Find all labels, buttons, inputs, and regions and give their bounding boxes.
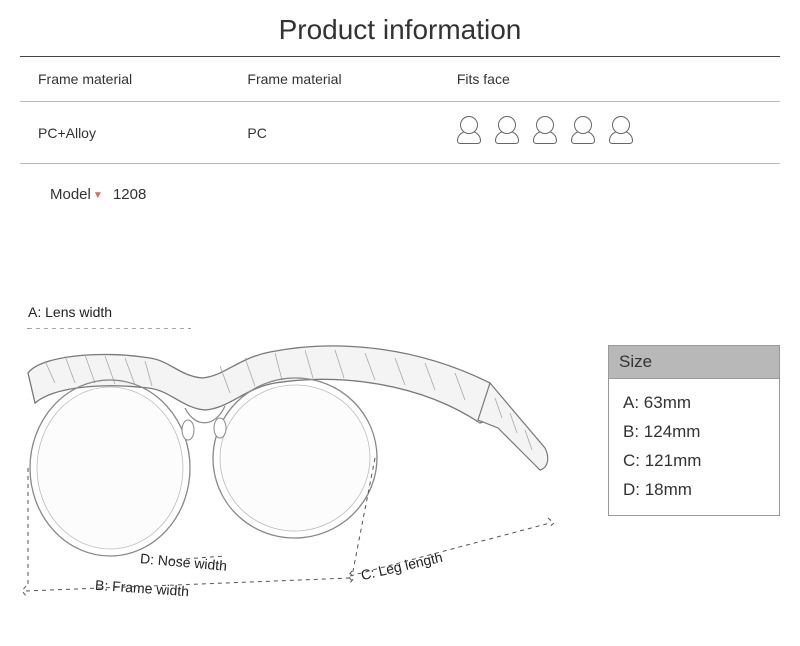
face-icon xyxy=(571,116,595,146)
col-header-2: Frame material xyxy=(229,57,438,102)
frame-material-2: PC xyxy=(229,102,438,164)
frame-material-1: PC+Alloy xyxy=(20,102,229,164)
face-icon xyxy=(609,116,633,146)
spec-table: Frame material Frame material Fits face … xyxy=(20,56,780,164)
face-icon xyxy=(457,116,481,146)
size-row-d: D: 18mm xyxy=(623,476,765,505)
label-lens-width: A: Lens width xyxy=(28,304,112,320)
page-title: Product information xyxy=(0,0,800,56)
size-box-header: Size xyxy=(609,346,779,379)
size-row-b: B: 124mm xyxy=(623,418,765,447)
face-icon xyxy=(533,116,557,146)
col-header-3: Fits face xyxy=(439,57,780,102)
fits-face-icons xyxy=(439,102,780,164)
model-value: 1208 xyxy=(113,186,146,203)
face-icon xyxy=(495,116,519,146)
glasses-illustration xyxy=(20,328,570,628)
size-row-c: C: 121mm xyxy=(623,447,765,476)
size-box: Size A: 63mm B: 124mm C: 121mm D: 18mm xyxy=(608,345,780,516)
col-header-1: Frame material xyxy=(20,57,229,102)
chevron-down-icon: ▼ xyxy=(93,190,103,201)
model-row: Model▼ 1208 xyxy=(50,186,800,203)
size-row-a: A: 63mm xyxy=(623,389,765,418)
size-box-body: A: 63mm B: 124mm C: 121mm D: 18mm xyxy=(609,379,779,515)
model-label: Model xyxy=(50,186,91,203)
glasses-diagram: A: Lens width B: Frame width C: Leg leng… xyxy=(20,300,570,630)
